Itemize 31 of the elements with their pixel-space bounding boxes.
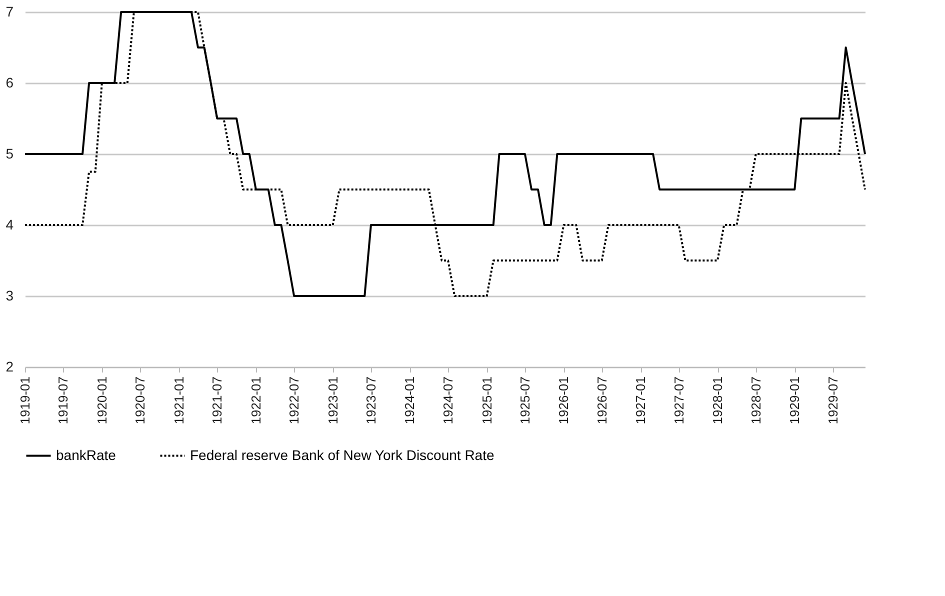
y-tick-label: 7 — [6, 4, 14, 20]
x-tick-label: 1925-01 — [479, 376, 494, 424]
x-tick-label: 1921-07 — [210, 376, 225, 424]
x-tick-label: 1927-01 — [633, 376, 648, 424]
x-tick-label: 1923-01 — [325, 376, 340, 424]
x-tick-label: 1921-01 — [172, 376, 187, 424]
x-tick-label: 1920-01 — [94, 376, 110, 424]
x-tick-label: 1920-07 — [132, 376, 148, 424]
x-tick-label: 1922-07 — [286, 376, 302, 424]
y-tick-label: 3 — [6, 288, 14, 304]
x-tick-label: 1928-01 — [710, 376, 726, 424]
line-series — [24, 11, 866, 297]
x-tick-label: 1923-07 — [363, 376, 378, 424]
legend-label: Federal reserve Bank of New York Discount Rate — [190, 446, 494, 463]
x-tick-label: 1929-07 — [825, 376, 840, 424]
y-tick-label: 2 — [6, 358, 14, 374]
y-tick-label: 4 — [6, 216, 14, 232]
x-tick-label: 1922-01 — [248, 376, 264, 424]
x-tick-label: 1929-01 — [787, 376, 802, 424]
x-tick-label: 1926-07 — [594, 376, 610, 424]
x-tick-label: 1919-01 — [18, 376, 32, 424]
y-tick-label: 5 — [6, 146, 14, 162]
legend-label: bankRate — [56, 446, 116, 463]
x-tick-label: 1927-07 — [671, 376, 686, 424]
x-tick-label: 1924-01 — [402, 376, 418, 424]
x-tick-label: 1925-07 — [517, 376, 532, 424]
x-tick-label: 1924-07 — [440, 376, 456, 424]
y-tick-label: 6 — [6, 74, 14, 90]
x-tick-label: 1919-07 — [56, 376, 71, 424]
x-tick-label: 1928-07 — [748, 376, 764, 424]
x-tick-label: 1926-01 — [556, 376, 572, 424]
